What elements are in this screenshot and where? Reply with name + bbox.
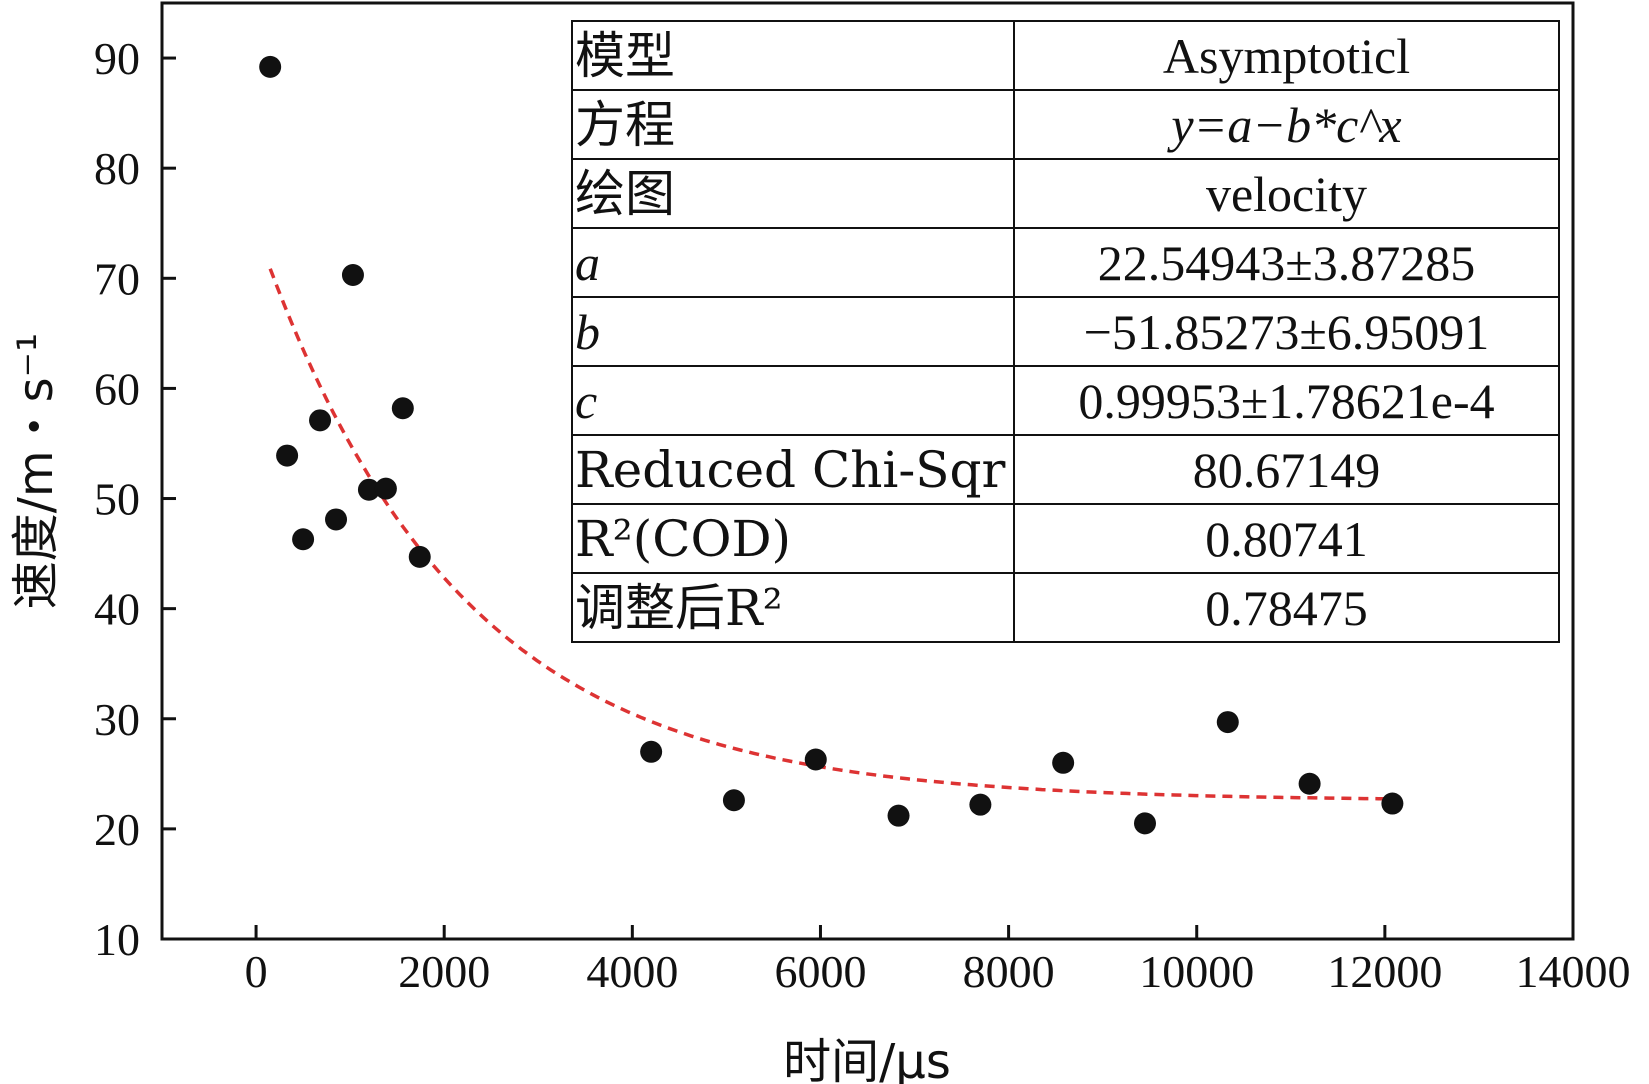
plot-frame: [160, 1, 1575, 941]
fit-table-row: b −51.85273±6.95091: [571, 296, 1560, 367]
x-tick-label: 6000: [774, 946, 866, 997]
data-point: [804, 748, 827, 771]
fit-table-value: 0.78475: [1013, 572, 1560, 643]
fit-table-row: 模型 Asymptoticl: [571, 20, 1560, 91]
data-point: [309, 409, 332, 432]
y-tick-label: 50: [94, 474, 140, 525]
data-point: [1216, 711, 1239, 734]
data-point: [1133, 812, 1156, 835]
fit-table-row: Reduced Chi-Sqr 80.67149: [571, 434, 1560, 505]
fit-table-value: y=a−b*c^x: [1013, 89, 1560, 160]
y-tick-label: 40: [94, 584, 140, 635]
fit-table-value: 0.99953±1.78621e-4: [1013, 365, 1560, 436]
fit-table-key: Reduced Chi-Sqr: [571, 434, 1015, 505]
x-tick-label: 8000: [963, 946, 1055, 997]
x-axis-title: 时间/μs: [783, 1034, 951, 1084]
y-tick-label: 30: [94, 694, 140, 745]
x-tick-label: 2000: [398, 946, 490, 997]
data-point: [1298, 772, 1321, 795]
y-tick-label: 80: [94, 143, 140, 194]
fit-table-key: 方程: [571, 89, 1015, 160]
fit-table-value: −51.85273±6.95091: [1013, 296, 1560, 367]
scatter-points: [259, 55, 1404, 835]
data-point: [1381, 792, 1404, 815]
data-point: [969, 793, 992, 816]
fit-table-row: 调整后R² 0.78475: [571, 572, 1560, 643]
x-tick-label: 12000: [1327, 946, 1442, 997]
x-tick-label: 10000: [1139, 946, 1254, 997]
x-axis: 0 2000 4000 6000 8000 10000 12000 14000: [245, 925, 1631, 997]
fit-table-value: Asymptoticl: [1013, 20, 1560, 91]
y-axis-title: 速度/m・s⁻¹: [8, 333, 64, 610]
fit-table-value: velocity: [1013, 158, 1560, 229]
x-tick-label: 0: [245, 946, 268, 997]
x-tick-label: 14000: [1516, 946, 1631, 997]
data-point: [292, 528, 315, 551]
data-point: [341, 263, 364, 286]
fit-table-row: R²(COD) 0.80741: [571, 503, 1560, 574]
data-point: [640, 740, 663, 763]
data-point: [325, 508, 348, 531]
data-point: [408, 545, 431, 568]
data-point: [722, 789, 745, 812]
fit-table-value: 0.80741: [1013, 503, 1560, 574]
fit-table-key: 调整后R²: [571, 572, 1015, 643]
data-point: [1052, 751, 1075, 774]
fit-table-row: 方程 y=a−b*c^x: [571, 89, 1560, 160]
fit-table-value: 22.54943±3.87285: [1013, 227, 1560, 298]
fit-table-key: R²(COD): [571, 503, 1015, 574]
data-point: [887, 804, 910, 827]
fit-table-row: a 22.54943±3.87285: [571, 227, 1560, 298]
fit-table-value: 80.67149: [1013, 434, 1560, 505]
fit-table-key: c: [571, 365, 1015, 436]
fit-table-row: 绘图 velocity: [571, 158, 1560, 229]
y-tick-label: 60: [94, 363, 140, 414]
data-point: [357, 478, 380, 501]
fit-table-key: 模型: [571, 20, 1015, 91]
fit-results-table: 模型 Asymptoticl 方程 y=a−b*c^x 绘图 velocity a 22.54…: [571, 20, 1560, 643]
x-tick-label: 4000: [586, 946, 678, 997]
data-point: [276, 444, 299, 467]
data-point: [374, 477, 397, 500]
y-tick-label: 10: [94, 914, 140, 965]
fit-table-key: a: [571, 227, 1015, 298]
y-axis: 10 20 30 40 50 60 70 80 90: [94, 33, 176, 965]
y-tick-label: 70: [94, 253, 140, 304]
fit-table-key: 绘图: [571, 158, 1015, 229]
fit-table-row: c 0.99953±1.78621e-4: [571, 365, 1560, 436]
y-tick-label: 20: [94, 804, 140, 855]
data-point: [259, 55, 282, 78]
fit-curve: [268, 268, 1393, 801]
fit-table-key: b: [571, 296, 1015, 367]
data-point: [391, 397, 414, 420]
y-tick-label: 90: [94, 33, 140, 84]
